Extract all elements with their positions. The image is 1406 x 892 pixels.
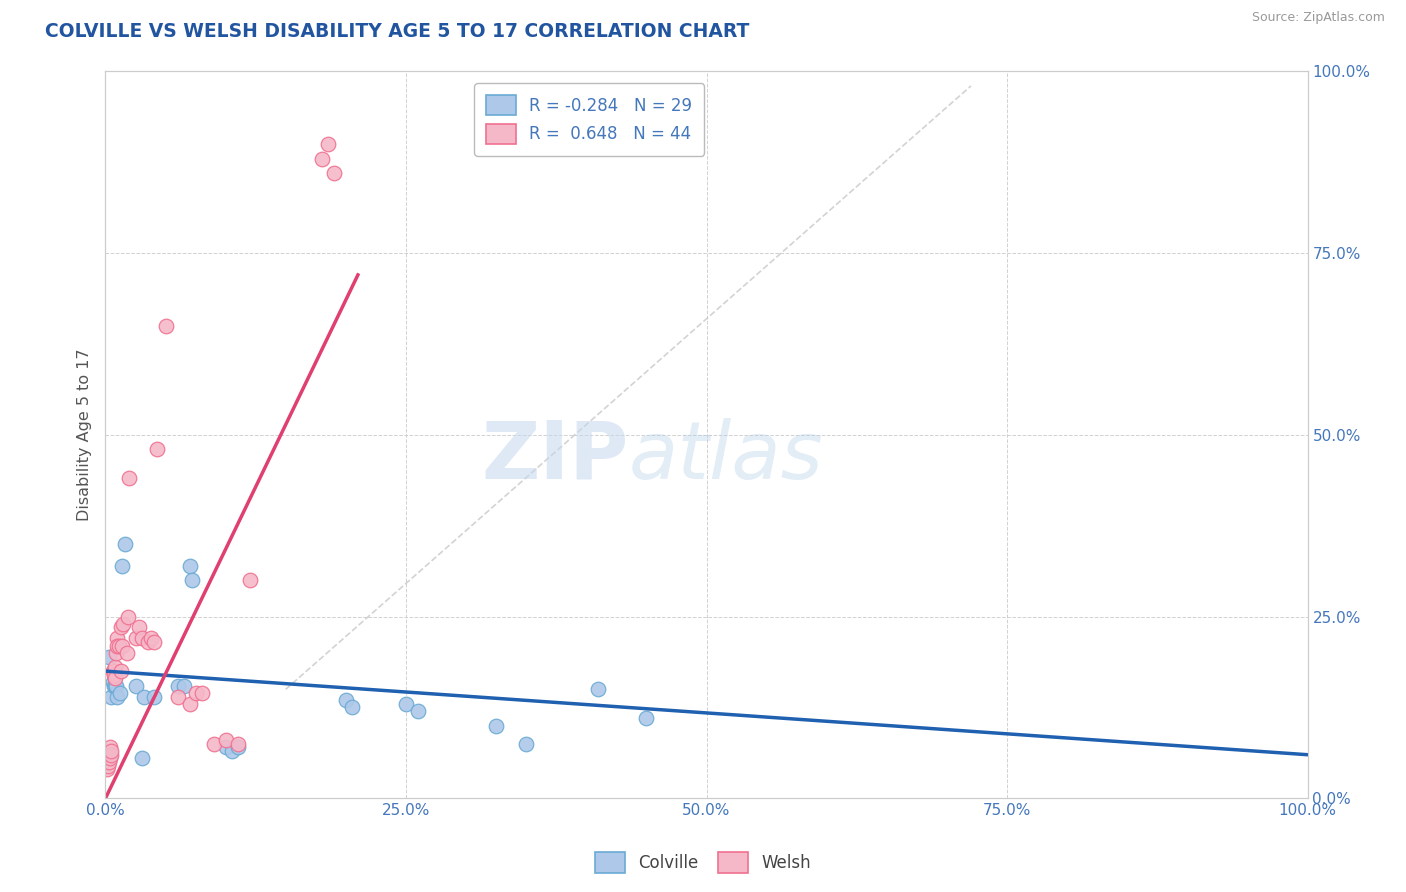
Point [101,664,124,678]
Point [103,664,125,678]
Point [128,620,150,634]
Point [100,690,122,704]
Point [112,616,135,631]
Point [117,609,139,624]
Point [100,744,122,758]
Point [588,682,610,697]
Point [181,573,204,587]
Text: atlas: atlas [628,417,823,496]
Point [107,690,129,704]
Point [179,558,201,573]
Point [100,747,122,762]
Point [226,737,249,751]
Point [124,679,146,693]
Point [111,639,134,653]
Point [103,679,125,693]
Point [214,733,236,747]
Point [636,711,658,725]
Text: ZIP: ZIP [481,417,628,496]
Point [202,737,225,751]
Point [101,675,124,690]
Legend: R = -0.284   N = 29, R =  0.648   N = 44: R = -0.284 N = 29, R = 0.648 N = 44 [474,83,704,156]
Point [98,751,121,765]
Point [115,646,138,660]
Point [406,704,429,718]
Point [114,537,136,551]
Point [98,649,121,664]
Point [104,660,127,674]
Point [142,635,165,649]
Point [173,679,195,693]
Point [155,318,177,333]
Point [107,639,129,653]
Point [179,697,201,711]
Point [131,632,153,646]
Point [98,740,121,755]
Point [142,690,165,704]
Point [97,758,120,772]
Legend: Colville, Welsh: Colville, Welsh [588,846,818,880]
Point [118,471,141,485]
Point [105,679,128,693]
Point [98,747,121,762]
Point [190,686,212,700]
Point [395,697,418,711]
Point [108,686,131,700]
Point [103,667,125,681]
Point [107,632,129,646]
Text: Source: ZipAtlas.com: Source: ZipAtlas.com [1251,11,1385,24]
Point [485,719,508,733]
Y-axis label: Disability Age 5 to 17: Disability Age 5 to 17 [77,349,93,521]
Point [340,700,363,714]
Point [111,558,134,573]
Point [311,152,333,166]
Point [226,740,249,755]
Point [221,744,243,758]
Point [131,751,153,765]
Point [104,679,127,693]
Point [166,690,188,704]
Point [104,672,127,686]
Point [97,751,120,765]
Point [139,632,162,646]
Point [184,686,207,700]
Text: COLVILLE VS WELSH DISABILITY AGE 5 TO 17 CORRELATION CHART: COLVILLE VS WELSH DISABILITY AGE 5 TO 17… [45,22,749,41]
Point [322,166,344,180]
Point [107,639,129,653]
Point [166,679,188,693]
Point [136,635,159,649]
Point [124,632,146,646]
Point [515,737,537,751]
Point [146,442,169,457]
Point [214,740,236,755]
Point [316,136,339,151]
Point [98,755,121,769]
Point [110,620,132,634]
Point [110,664,132,678]
Point [239,573,262,587]
Point [335,693,357,707]
Point [96,762,118,776]
Point [132,690,155,704]
Point [105,646,128,660]
